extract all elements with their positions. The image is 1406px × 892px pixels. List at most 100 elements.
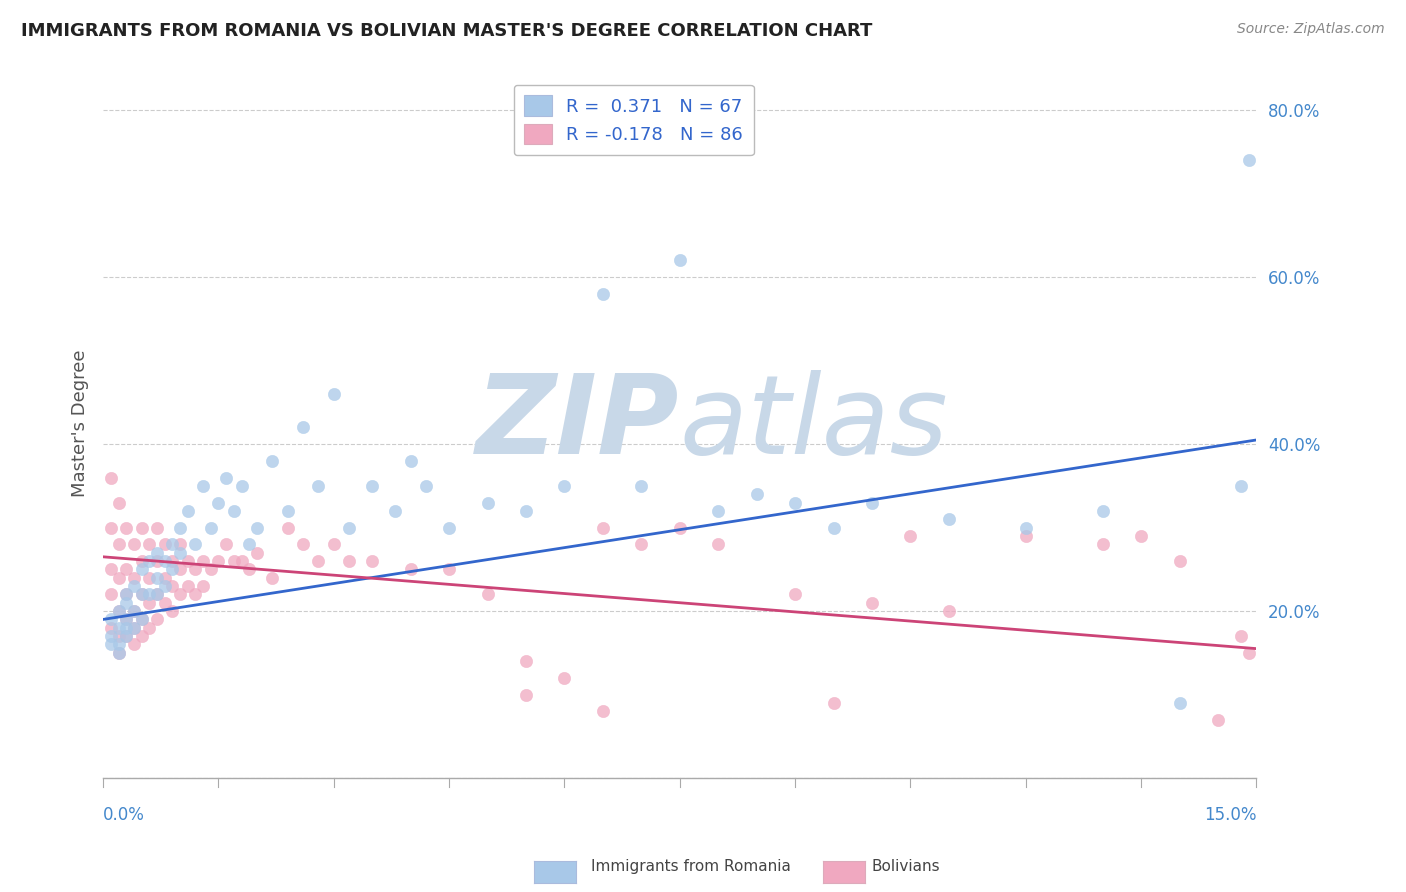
Point [169,520,191,534]
Point [1091,504,1114,518]
Point [200,562,222,576]
Point [122,621,145,635]
Point [153,596,176,610]
Point [169,546,191,560]
Text: IMMIGRANTS FROM ROMANIA VS BOLIVIAN MASTER'S DEGREE CORRELATION CHART: IMMIGRANTS FROM ROMANIA VS BOLIVIAN MAST… [21,22,873,40]
Point [100,587,122,601]
Point [207,554,229,568]
Point [107,495,129,509]
Point [1237,646,1260,660]
Point [146,554,169,568]
Point [246,520,269,534]
Point [938,604,960,618]
Point [246,546,269,560]
Point [191,554,214,568]
Point [131,629,153,643]
Point [415,479,437,493]
Point [107,537,129,551]
Point [107,646,129,660]
Point [131,520,153,534]
Point [361,554,384,568]
Point [107,604,129,618]
Point [115,587,138,601]
Point [262,571,284,585]
Point [153,537,176,551]
Point [169,562,191,576]
Point [122,621,145,635]
Point [399,562,422,576]
Point [292,420,315,434]
Point [138,621,160,635]
Point [860,495,883,509]
Text: 15.0%: 15.0% [1204,806,1257,824]
Point [1015,520,1038,534]
Point [100,621,122,635]
Point [115,520,138,534]
Point [131,562,153,576]
Point [222,554,245,568]
Point [238,562,260,576]
Point [100,612,122,626]
Point [138,537,160,551]
Point [146,587,169,601]
Text: 0.0%: 0.0% [103,806,145,824]
Point [1237,153,1260,168]
Point [262,454,284,468]
Point [138,596,160,610]
Point [131,587,153,601]
Y-axis label: Master's Degree: Master's Degree [72,350,89,497]
Point [668,520,690,534]
Point [361,479,384,493]
Point [100,520,122,534]
Text: Immigrants from Romania: Immigrants from Romania [591,859,790,874]
Point [131,612,153,626]
Point [707,504,730,518]
Point [115,612,138,626]
Point [162,554,184,568]
Point [169,537,191,551]
Point [1015,529,1038,543]
Point [307,479,329,493]
Point [191,479,214,493]
Point [115,596,138,610]
Point [122,604,145,618]
Point [107,646,129,660]
Point [231,479,253,493]
Point [153,579,176,593]
Point [1168,696,1191,710]
Point [131,612,153,626]
Point [184,537,207,551]
Point [115,612,138,626]
Point [745,487,768,501]
Point [1091,537,1114,551]
Point [177,504,200,518]
Point [162,604,184,618]
Point [115,629,138,643]
Point [100,637,122,651]
Point [131,554,153,568]
Point [823,696,845,710]
Point [146,587,169,601]
Point [215,537,238,551]
Point [307,554,329,568]
Point [100,562,122,576]
Point [200,520,222,534]
Point [115,587,138,601]
Point [177,554,200,568]
Text: Source: ZipAtlas.com: Source: ZipAtlas.com [1237,22,1385,37]
Point [337,520,360,534]
Text: atlas: atlas [679,370,949,476]
Point [107,571,129,585]
Point [515,688,537,702]
Point [100,470,122,484]
Point [437,562,460,576]
Point [277,504,299,518]
Point [146,571,169,585]
Point [146,612,169,626]
Text: ZIP: ZIP [477,370,679,476]
Point [292,537,315,551]
Point [153,571,176,585]
Point [1206,713,1229,727]
Point [184,587,207,601]
Text: Bolivians: Bolivians [872,859,941,874]
